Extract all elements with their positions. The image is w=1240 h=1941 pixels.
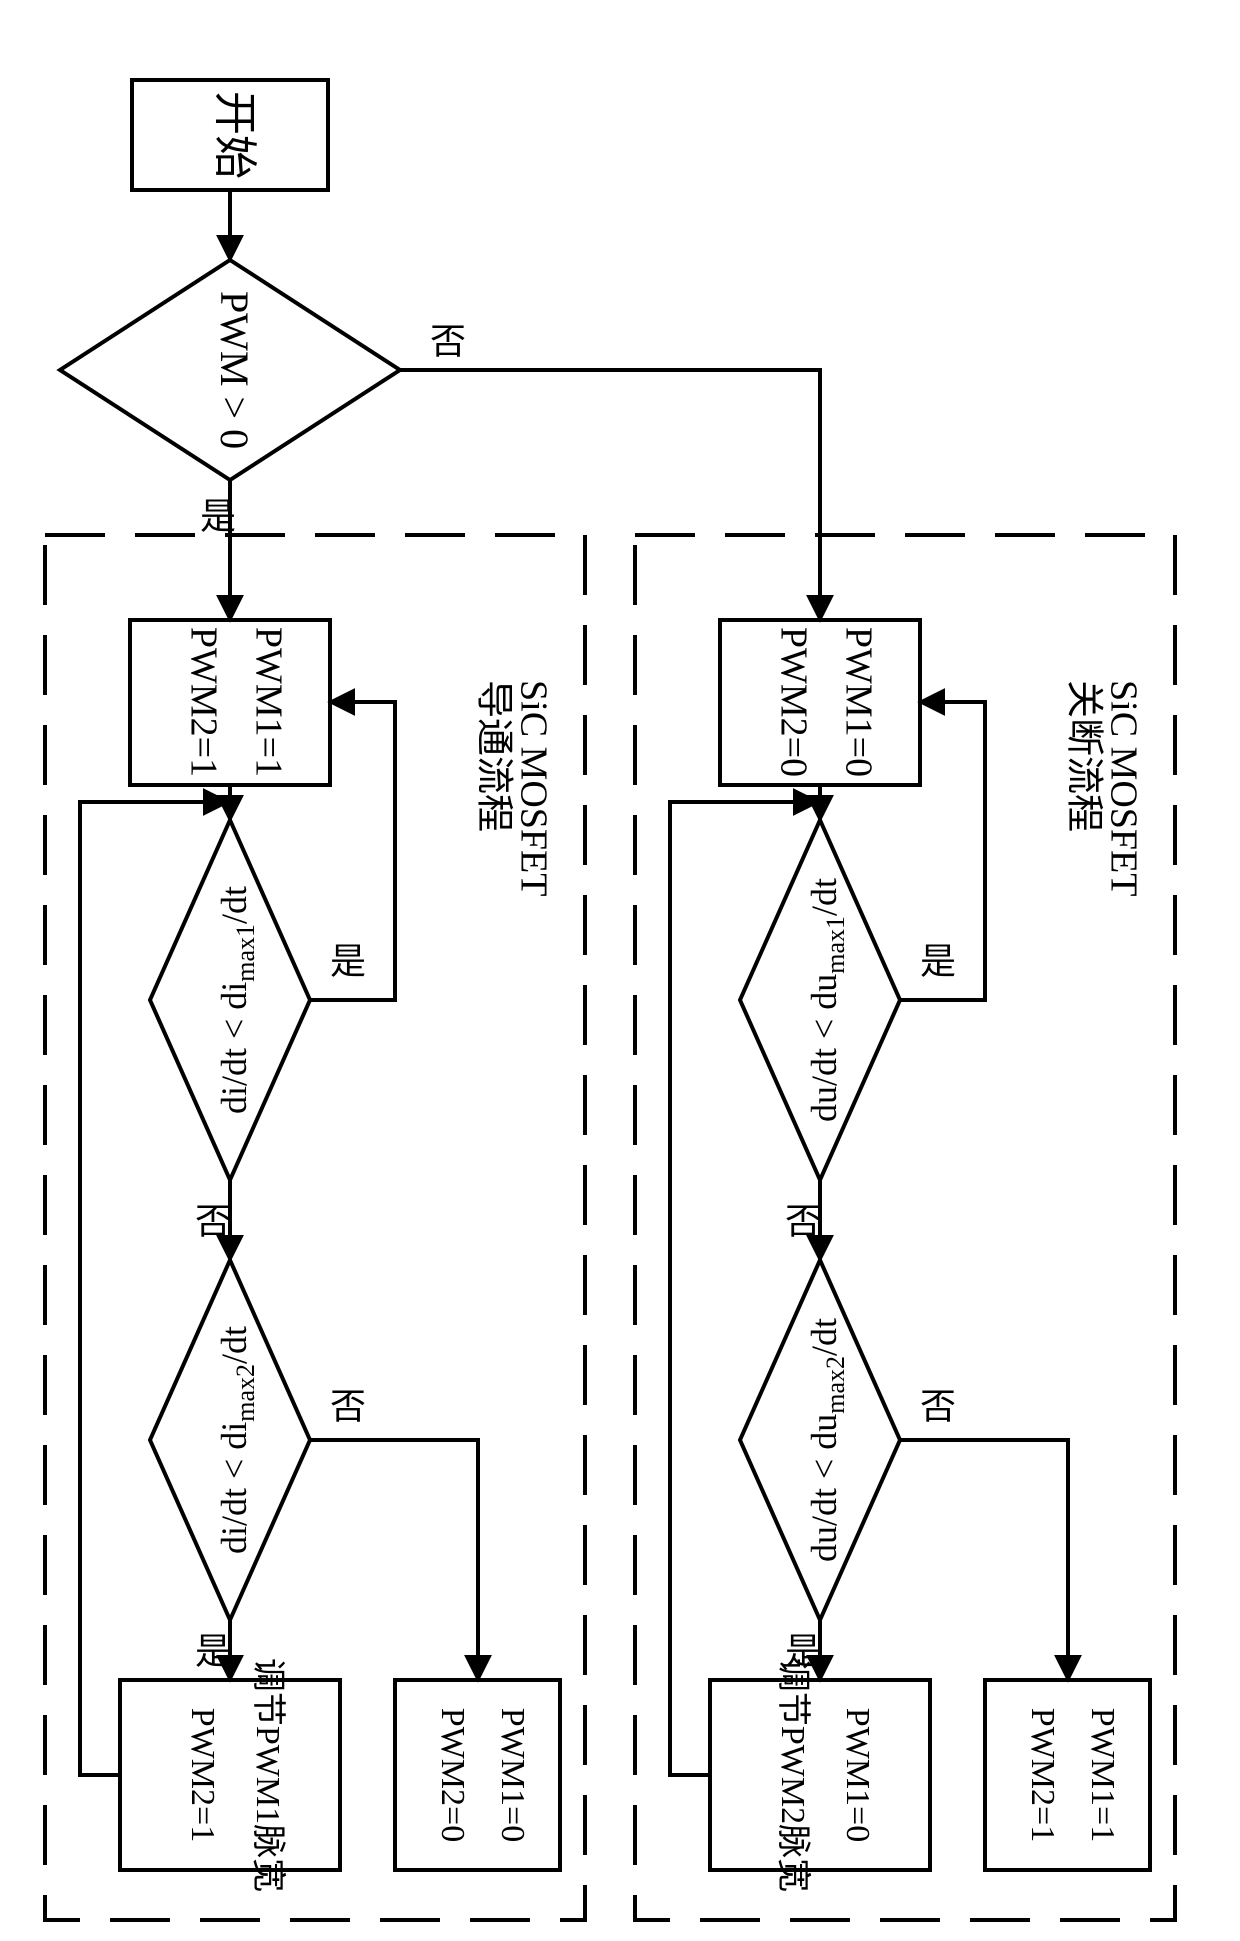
on-adj-line2: PWM2=1 [184,1708,221,1842]
label-pwm-no: 否 [430,321,466,361]
on-set-node [130,620,330,785]
group-off-title-2: 关断流程 [1062,680,1104,832]
on-set-line1: PWM1=1 [247,627,289,777]
on-out-line1: PWM1=0 [494,1708,531,1842]
off-set-line2: PWM2=0 [772,627,814,777]
label-on-d1-yes: 是 [330,941,366,981]
svg-text:di/dt < dimax1/dt: di/dt < dimax1/dt [214,886,260,1114]
group-on-title-1: SiC MOSFET [512,680,554,896]
group-on-title-2: 导通流程 [472,680,514,832]
edge-pwm-no [400,370,820,620]
label-on-d1-no: 否 [195,1201,231,1241]
label-off-d1-yes: 是 [920,941,956,981]
on-adj-node [120,1680,340,1870]
off-out-node [985,1680,1150,1870]
edge-on-d2-no [310,1440,478,1680]
pwm-gt0-label: PWM > 0 [212,291,257,449]
flowchart: SiC MOSFET 导通流程 SiC MOSFET 关断流程 开始 PWM >… [0,0,1240,1941]
label-pwm-yes: 是 [200,496,236,536]
on-set-line2: PWM2=1 [182,627,224,777]
off-adj-line2: 调节PWM2脉宽 [774,1658,812,1892]
edge-off-d2-no [900,1440,1068,1680]
off-d1-label: du/dt < dumax1/dt [804,878,850,1122]
label-on-d2-yes: 是 [195,1631,231,1671]
start-label: 开始 [210,91,259,179]
label-off-d2-yes: 是 [785,1631,821,1671]
on-out-line2: PWM2=0 [434,1708,471,1842]
on-d2-label: di/dt < dimax2/dt [214,1326,260,1554]
off-adj-line1: PWM1=0 [839,1708,876,1842]
on-adj-line1: 调节PWM1脉宽 [249,1658,287,1892]
off-set-line1: PWM1=0 [837,627,879,777]
svg-text:du/dt < dumax1/dt: du/dt < dumax1/dt [804,878,850,1122]
off-d2-label: du/dt < dumax2/dt [804,1318,850,1562]
label-off-d2-no: 否 [920,1386,956,1426]
on-out-node [395,1680,560,1870]
group-off-title-1: SiC MOSFET [1102,680,1144,896]
label-off-d1-no: 否 [785,1201,821,1241]
off-out-line2: PWM2=1 [1024,1708,1061,1842]
label-on-d2-no: 否 [330,1386,366,1426]
off-set-node [720,620,920,785]
on-d1-label: di/dt < dimax1/dt [214,886,260,1114]
off-adj-node [710,1680,930,1870]
svg-text:di/dt < dimax2/dt: di/dt < dimax2/dt [214,1326,260,1554]
svg-text:du/dt < dumax2/dt: du/dt < dumax2/dt [804,1318,850,1562]
off-out-line1: PWM1=1 [1084,1708,1121,1842]
